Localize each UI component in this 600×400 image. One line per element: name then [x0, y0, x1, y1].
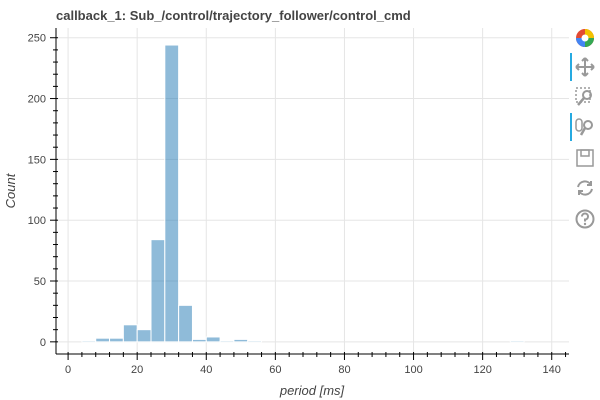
histogram-bar	[164, 44, 180, 343]
y-tick-label: 0	[40, 337, 46, 349]
histogram-bar	[122, 324, 138, 343]
histogram-bar	[81, 340, 97, 343]
x-tick-label: 20	[131, 364, 143, 376]
x-tick-label: 120	[473, 364, 491, 376]
histogram-bar	[109, 337, 124, 343]
x-tick-label: 100	[404, 364, 422, 376]
histogram-bar	[247, 340, 263, 343]
histogram-bar	[509, 340, 525, 343]
y-tick-label: 150	[28, 154, 46, 166]
x-tick-label: 0	[65, 364, 71, 376]
x-axis-label: period [ms]	[279, 383, 345, 398]
histogram-bar	[205, 336, 221, 343]
histogram-bar	[178, 304, 193, 343]
histogram-bar	[136, 329, 152, 343]
y-tick-label: 200	[28, 94, 46, 106]
y-tick-label: 250	[28, 33, 46, 45]
axes: 0 20 40 60 80 100 120 140 0 50 100 150 200 250	[28, 28, 569, 376]
save-tool-button[interactable]	[570, 144, 600, 172]
help-tool-icon	[575, 209, 595, 229]
histogram-bar	[219, 340, 235, 343]
box-zoom-tool-button[interactable]	[570, 83, 600, 111]
y-axis-label: Count	[3, 172, 18, 208]
wheel-zoom-tool-icon	[575, 118, 593, 136]
x-tick-label: 80	[338, 364, 350, 376]
wheel-zoom-tool-button[interactable]	[570, 113, 600, 141]
reset-tool-button[interactable]	[570, 174, 600, 202]
help-tool-button[interactable]	[570, 205, 600, 233]
save-tool-icon	[576, 149, 594, 167]
histogram-bar	[191, 338, 207, 343]
histogram-bar	[233, 338, 249, 343]
reset-tool-icon	[577, 180, 593, 196]
grid-lines	[56, 28, 569, 354]
chart-title: callback_1: Sub_/control/trajectory_foll…	[56, 8, 411, 23]
x-tick-label: 60	[269, 364, 281, 376]
pan-tool-button[interactable]	[570, 53, 600, 81]
chart-toolbar	[570, 24, 600, 254]
histogram-bars	[81, 44, 525, 343]
x-tick-label: 40	[200, 364, 212, 376]
y-tick-label: 100	[28, 215, 46, 227]
x-tick-label: 140	[543, 364, 561, 376]
histogram-bar	[95, 337, 111, 343]
bokeh-logo-icon[interactable]	[570, 24, 600, 52]
y-tick-label: 50	[34, 276, 46, 288]
pan-tool-icon	[575, 57, 595, 77]
histogram-bar	[150, 239, 166, 343]
box-zoom-tool-icon	[575, 87, 592, 106]
